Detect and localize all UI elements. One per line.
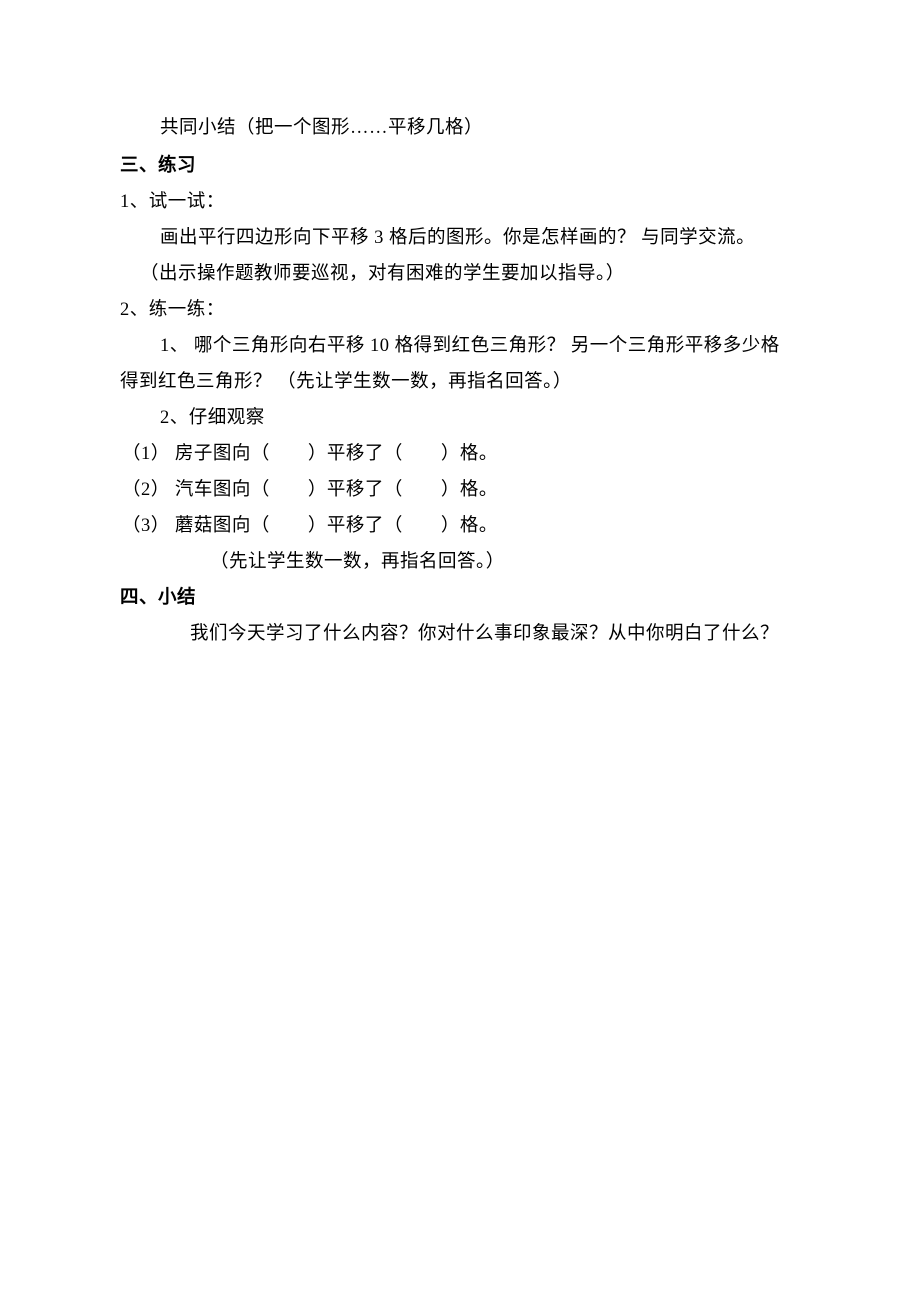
item-2-heading: 2、练一练：: [120, 292, 805, 328]
item-2-sub1: 1、 哪个三角形向右平移 10 格得到红色三角形？ 另一个三角形平移多少格: [120, 328, 805, 364]
section-4-text: 我们今天学习了什么内容？你对什么事印象最深？从中你明白了什么？: [120, 616, 805, 652]
section-4-heading: 四、小结: [120, 580, 805, 616]
item-1-heading: 1、试一试：: [120, 184, 805, 220]
blank-2: （2） 汽车图向（ ）平移了（ ）格。: [120, 472, 805, 508]
item-2-sub2: 2、仔细观察: [120, 400, 805, 436]
summary-line: 共同小结（把一个图形……平移几格）: [120, 110, 805, 146]
item-2-sub1-cont: 得到红色三角形？ （先让学生数一数，再指名回答。）: [120, 364, 805, 400]
item-1-note: （出示操作题教师要巡视，对有困难的学生要加以指导。）: [120, 256, 805, 292]
item-2-sub2-note: （先让学生数一数，再指名回答。）: [120, 544, 805, 580]
section-3-heading: 三、练习: [120, 148, 805, 184]
blank-3: （3） 蘑菇图向（ ）平移了（ ）格。: [120, 508, 805, 544]
blank-1: （1） 房子图向（ ）平移了（ ）格。: [120, 436, 805, 472]
item-1-text: 画出平行四边形向下平移 3 格后的图形。你是怎样画的？ 与同学交流。: [120, 220, 805, 256]
